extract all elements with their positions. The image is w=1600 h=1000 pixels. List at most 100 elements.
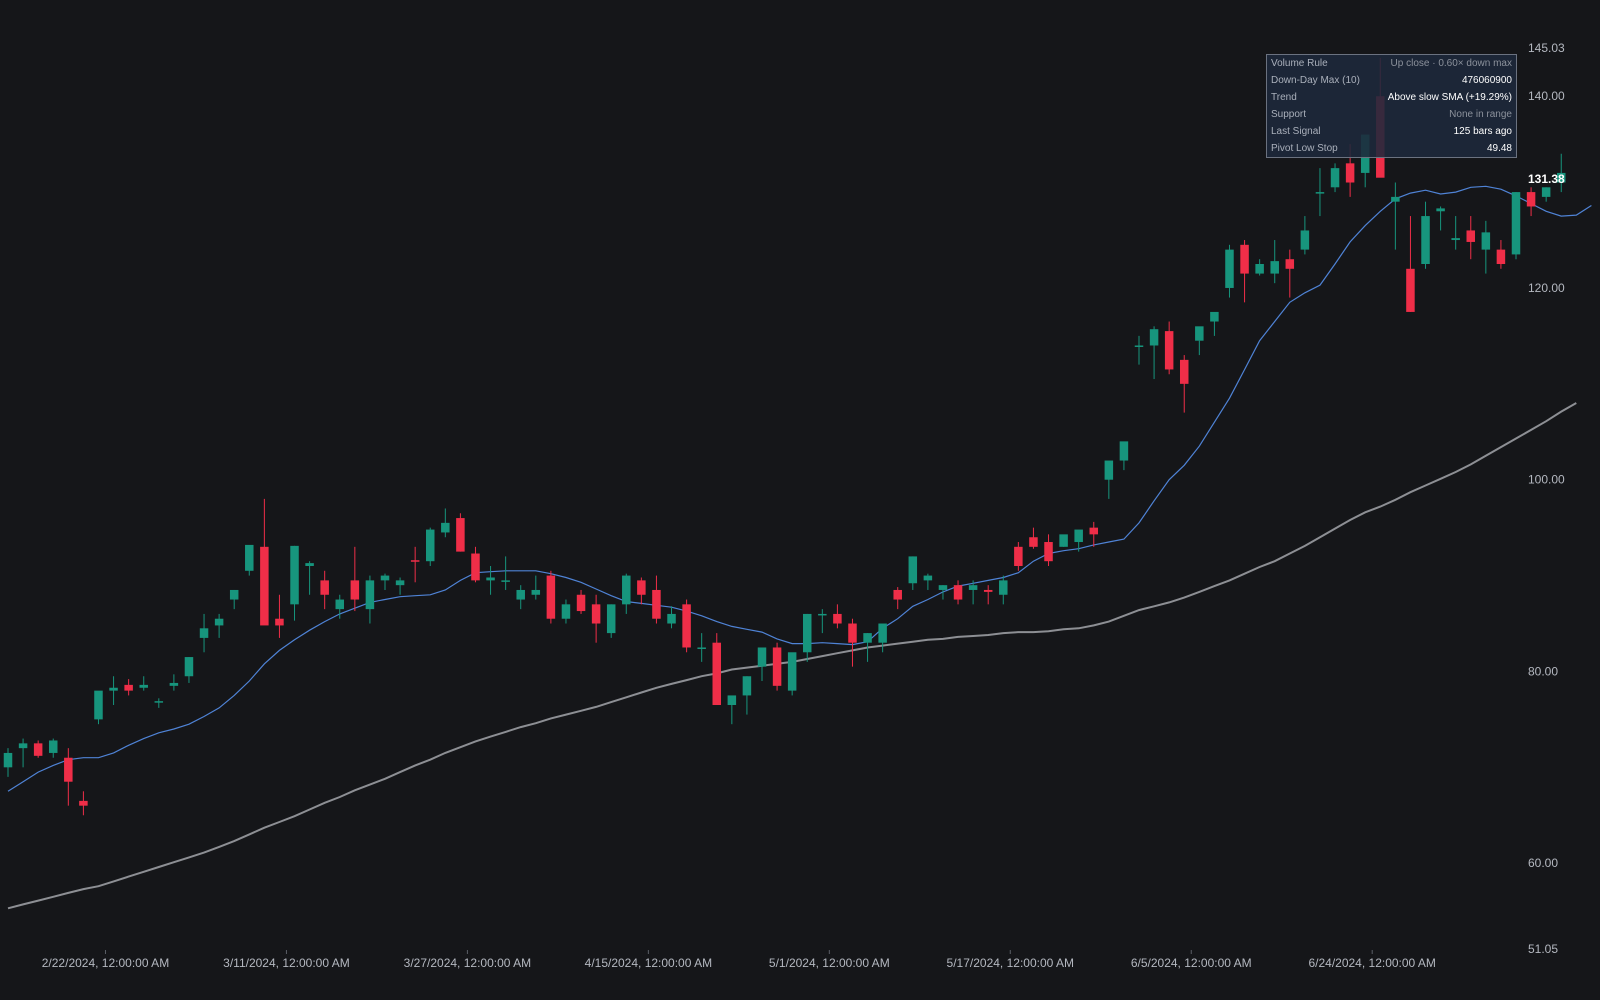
candle (139, 676, 148, 691)
candle (787, 652, 797, 696)
last-price-label: 131.38 (1528, 172, 1565, 186)
candle (742, 676, 752, 715)
info-key: Volume Rule (1271, 58, 1328, 69)
candle-body (953, 585, 963, 600)
candle (1225, 244, 1234, 298)
candle (576, 589, 586, 614)
candle-body (1119, 441, 1129, 461)
info-value: 125 bars ago (1453, 126, 1512, 137)
candle-body (380, 575, 390, 581)
candle (1255, 259, 1264, 276)
y-tick-label: 140.00 (1528, 89, 1565, 103)
candle (772, 642, 782, 691)
candle-body (410, 560, 420, 562)
candle-body (1014, 546, 1023, 566)
candle-body (486, 577, 495, 581)
candle-body (1541, 187, 1551, 197)
candle (1179, 355, 1189, 413)
candle-body (622, 575, 631, 605)
candle-body (199, 628, 209, 638)
candle-body (1481, 232, 1491, 250)
candle (531, 575, 541, 600)
candle-body (275, 618, 284, 626)
info-row-down-day-max: Down-Day Max (10) 476060900 (1267, 72, 1516, 89)
candle (1014, 542, 1023, 571)
candle-body (3, 752, 13, 768)
candle-body (109, 687, 118, 691)
candle-body (1285, 259, 1295, 269)
candle-body (1149, 329, 1159, 346)
candle-body (320, 580, 329, 595)
candle-body (742, 676, 752, 696)
candle (48, 738, 58, 758)
candle-body (848, 623, 857, 643)
x-axis: 2/22/2024, 12:00:00 AM 3/11/2024, 12:00:0… (42, 950, 1436, 970)
candle (1029, 527, 1038, 549)
candle-body (1255, 263, 1264, 274)
candle-body (863, 633, 872, 643)
info-value: None in range (1449, 109, 1512, 120)
candle-body (983, 589, 993, 592)
candle (999, 575, 1008, 605)
candle-body (456, 518, 465, 552)
candle-body (1421, 216, 1430, 264)
candle (64, 748, 73, 806)
info-row-support: Support None in range (1267, 106, 1516, 123)
candle (1285, 249, 1295, 298)
candle (229, 589, 239, 610)
candle (1541, 187, 1551, 202)
candle-body (184, 657, 194, 677)
candle-body (94, 690, 103, 720)
candle-body (833, 613, 842, 624)
candle-body (1451, 238, 1460, 241)
candle-body (757, 647, 767, 667)
candle-body (1330, 168, 1340, 188)
info-row-pivot-low-stop: Pivot Low Stop 49.48 (1267, 140, 1516, 157)
candle (712, 633, 722, 706)
candle (94, 690, 103, 725)
info-key: Last Signal (1271, 126, 1321, 137)
candle (516, 585, 525, 610)
candle (637, 577, 646, 605)
info-value: 49.48 (1486, 143, 1512, 154)
candle-body (1134, 345, 1144, 347)
candle-body (1059, 534, 1068, 547)
x-tick-label: 3/27/2024, 12:00:00 AM (404, 956, 531, 970)
info-key: Support (1271, 109, 1307, 120)
candle (79, 791, 88, 816)
candle (802, 613, 812, 662)
fast-sma-layer (7, 185, 1592, 792)
candle (1315, 168, 1325, 217)
candle (1300, 216, 1310, 255)
candle (260, 498, 269, 626)
info-value: Up close · 0.60× down max (1390, 58, 1512, 69)
candle-body (1029, 537, 1038, 547)
x-tick-label: 3/11/2024, 12:00:00 AM (223, 956, 350, 970)
candle-body (471, 553, 480, 581)
candle (591, 594, 601, 643)
candle (1074, 529, 1083, 552)
x-tick-label: 4/15/2024, 12:00:00 AM (585, 956, 712, 970)
candle (606, 604, 616, 638)
candle (1466, 216, 1476, 260)
x-tick-label: 5/17/2024, 12:00:00 AM (947, 956, 1074, 970)
candle-body (33, 743, 43, 756)
candle (1164, 321, 1174, 375)
candle-body (1436, 208, 1445, 212)
candle (938, 585, 948, 600)
candle-body (893, 589, 902, 600)
candle (1406, 216, 1415, 312)
y-tick-label: 145.03 (1528, 41, 1565, 55)
candle-body (878, 623, 887, 643)
candle-body (516, 589, 525, 600)
candle-body (1179, 359, 1189, 384)
candle-body (923, 575, 933, 581)
candle (833, 604, 842, 629)
candle-body (1074, 529, 1083, 543)
candle-body (968, 585, 978, 590)
candle (1421, 201, 1430, 269)
candle (1330, 163, 1340, 193)
candle-body (139, 684, 148, 688)
candle-body (441, 522, 450, 533)
y-axis: 145.03 140.00 120.00 100.00 80.00 60.00 51.05 1… (1528, 41, 1565, 956)
